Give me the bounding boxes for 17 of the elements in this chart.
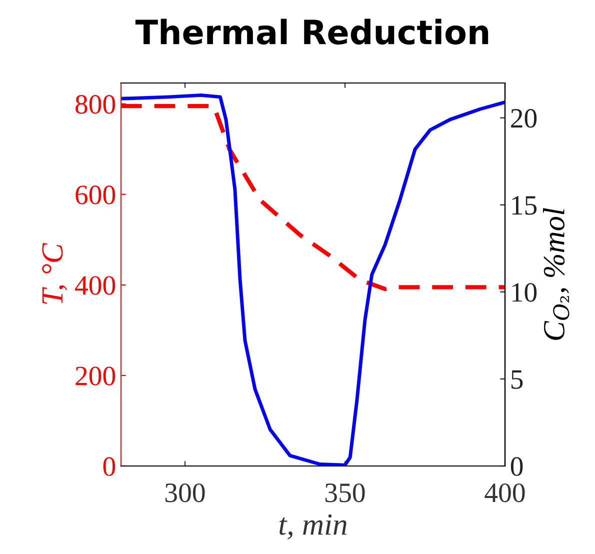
chart-title: Thermal Reduction [135,18,488,45]
y2-tick-label: 5 [511,370,523,389]
y-axis-title: T, °C [42,242,68,304]
y-tick-label: 600 [76,186,116,204]
x-tick-label: 300 [165,483,205,502]
y2-tick-label: 20 [511,108,537,128]
y-tick-label: 400 [75,276,116,295]
y2-tick-label: 0 [510,457,523,476]
y2-tick-label: 15 [512,196,537,215]
y-tick-label: 800 [76,94,116,114]
x-tick-label: 400 [484,483,525,502]
x-axis-title: t, min [280,514,347,540]
y-tick-label: 200 [76,366,116,386]
y-tick-label: 0 [103,457,116,476]
y2-axis-title: C$_{O₂}$, %mol [543,208,570,340]
y2-tick-label: 10 [512,283,537,302]
x-tick-label: 350 [325,483,365,502]
